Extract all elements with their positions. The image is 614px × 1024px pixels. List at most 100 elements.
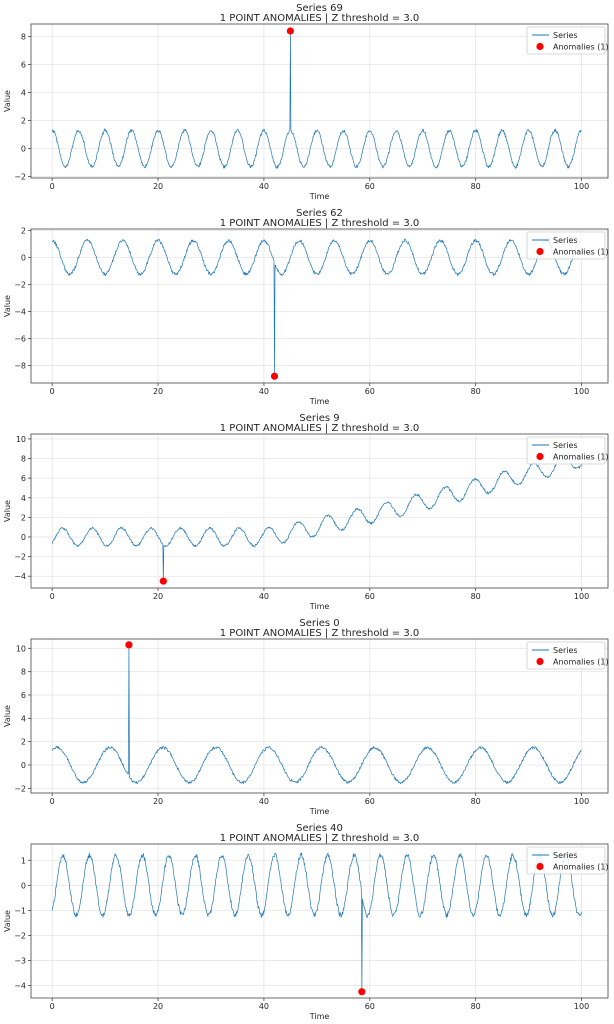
legend: Series Anomalies (1) bbox=[526, 641, 609, 670]
x-tick-label: 0 bbox=[50, 797, 55, 806]
y-tick-label: 8 bbox=[21, 33, 26, 42]
legend-series-label: Series bbox=[553, 236, 578, 245]
chart-subtitle: 1 POINT ANOMALIES | Z threshold = 3.0 bbox=[220, 13, 420, 24]
y-tick-label: −2 bbox=[14, 173, 26, 182]
chart-panel: Series 91 POINT ANOMALIES | Z threshold … bbox=[3, 413, 609, 611]
anomaly-point bbox=[159, 577, 167, 585]
x-tick-label: 0 bbox=[50, 182, 55, 191]
x-tick-label: 0 bbox=[50, 592, 55, 601]
y-tick-label: 0 bbox=[21, 761, 26, 770]
legend-box bbox=[526, 641, 606, 670]
legend: Series Anomalies (1) bbox=[526, 26, 609, 55]
y-tick-label: 2 bbox=[21, 117, 26, 126]
series-line bbox=[51, 30, 582, 169]
x-axis-label: Time bbox=[309, 397, 330, 406]
chart-title: Series 69 bbox=[296, 3, 343, 14]
y-tick-label: −2 bbox=[14, 784, 26, 793]
legend-anomaly-label: Anomalies (1) bbox=[553, 43, 609, 52]
legend: Series Anomalies (1) bbox=[526, 231, 609, 260]
y-tick-label: 6 bbox=[21, 61, 26, 70]
x-axis-label: Time bbox=[309, 1012, 330, 1021]
y-tick-label: 4 bbox=[21, 714, 26, 723]
y-axis-label: Value bbox=[3, 500, 12, 522]
x-tick-label: 0 bbox=[50, 387, 55, 396]
x-axis-label: Time bbox=[309, 602, 330, 611]
y-tick-label: −4 bbox=[14, 572, 26, 581]
y-tick-label: −4 bbox=[14, 981, 26, 990]
y-tick-label: −6 bbox=[14, 334, 26, 343]
plot-frame bbox=[30, 23, 609, 179]
x-tick-label: 40 bbox=[259, 592, 269, 601]
anomaly-point bbox=[125, 641, 133, 649]
y-tick-label: 6 bbox=[21, 474, 26, 483]
y-tick-label: −4 bbox=[14, 307, 26, 316]
legend-anomaly-label: Anomalies (1) bbox=[553, 453, 609, 462]
x-tick-label: 40 bbox=[259, 797, 269, 806]
chart-title: Series 40 bbox=[296, 823, 343, 834]
y-axis-label: Value bbox=[3, 910, 12, 932]
x-tick-label: 80 bbox=[471, 1002, 481, 1011]
series-line bbox=[51, 644, 582, 785]
y-tick-label: 0 bbox=[21, 533, 26, 542]
x-tick-label: 20 bbox=[153, 1002, 163, 1011]
plot-frame bbox=[30, 638, 609, 794]
x-tick-label: 60 bbox=[365, 1002, 375, 1011]
y-tick-label: 10 bbox=[16, 435, 26, 444]
x-axis-label: Time bbox=[309, 807, 330, 816]
legend-series-label: Series bbox=[553, 851, 578, 860]
legend-box bbox=[526, 26, 606, 55]
chart-subtitle: 1 POINT ANOMALIES | Z threshold = 3.0 bbox=[220, 218, 420, 229]
x-tick-label: 20 bbox=[153, 797, 163, 806]
x-tick-label: 100 bbox=[574, 1002, 589, 1011]
y-axis-label: Value bbox=[3, 295, 12, 317]
y-axis-label: Value bbox=[3, 705, 12, 727]
y-tick-label: 6 bbox=[21, 691, 26, 700]
x-tick-label: 40 bbox=[259, 1002, 269, 1011]
legend-box bbox=[526, 436, 606, 465]
y-tick-label: 4 bbox=[21, 89, 26, 98]
y-tick-label: −8 bbox=[14, 361, 26, 370]
x-tick-label: 100 bbox=[574, 592, 589, 601]
x-tick-label: 60 bbox=[365, 592, 375, 601]
chart-panel: Series 401 POINT ANOMALIES | Z threshold… bbox=[3, 823, 609, 1021]
x-tick-label: 100 bbox=[574, 182, 589, 191]
y-tick-label: 2 bbox=[21, 513, 26, 522]
chart-title: Series 0 bbox=[299, 618, 339, 629]
chart-panel: Series 621 POINT ANOMALIES | Z threshold… bbox=[3, 208, 609, 406]
anomaly-point bbox=[270, 372, 279, 380]
x-axis-label: Time bbox=[309, 192, 330, 201]
x-tick-label: 80 bbox=[471, 387, 481, 396]
y-tick-label: 8 bbox=[21, 455, 26, 464]
x-tick-label: 0 bbox=[50, 1002, 55, 1011]
plot-frame bbox=[30, 228, 609, 384]
plot-frame bbox=[30, 843, 609, 999]
y-tick-label: 4 bbox=[21, 494, 26, 503]
legend-anomaly-swatch bbox=[536, 42, 544, 51]
x-tick-label: 20 bbox=[153, 592, 163, 601]
legend-anomaly-swatch bbox=[536, 452, 544, 461]
x-tick-label: 60 bbox=[365, 797, 375, 806]
y-tick-label: −1 bbox=[14, 906, 26, 915]
x-tick-label: 80 bbox=[471, 182, 481, 191]
y-tick-label: 8 bbox=[21, 668, 26, 677]
x-tick-label: 100 bbox=[574, 797, 589, 806]
x-tick-label: 40 bbox=[259, 182, 269, 191]
anomaly-point bbox=[358, 988, 366, 996]
x-tick-label: 80 bbox=[471, 797, 481, 806]
legend: Series Anomalies (1) bbox=[526, 436, 609, 465]
y-tick-label: −2 bbox=[14, 280, 26, 289]
legend-anomaly-swatch bbox=[536, 657, 544, 666]
y-tick-label: 2 bbox=[21, 226, 26, 235]
legend-anomaly-swatch bbox=[536, 247, 544, 256]
legend-anomaly-label: Anomalies (1) bbox=[553, 658, 609, 667]
y-tick-label: 10 bbox=[16, 644, 26, 653]
chart-panel: Series 01 POINT ANOMALIES | Z threshold … bbox=[3, 618, 609, 816]
chart-panel: Series 691 POINT ANOMALIES | Z threshold… bbox=[3, 3, 609, 201]
anomaly-point bbox=[286, 27, 294, 35]
y-tick-label: 0 bbox=[21, 253, 26, 262]
x-tick-label: 20 bbox=[153, 387, 163, 396]
legend-series-label: Series bbox=[553, 31, 578, 40]
legend-anomaly-swatch bbox=[536, 862, 544, 871]
y-tick-label: 2 bbox=[21, 738, 26, 747]
